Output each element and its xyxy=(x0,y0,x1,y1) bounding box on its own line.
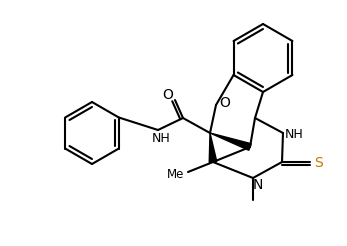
Text: O: O xyxy=(162,88,174,102)
Polygon shape xyxy=(210,133,251,150)
Text: O: O xyxy=(220,96,230,110)
Polygon shape xyxy=(209,133,217,162)
Text: S: S xyxy=(315,156,323,170)
Text: NH: NH xyxy=(285,127,303,140)
Text: NH: NH xyxy=(152,133,170,145)
Text: N: N xyxy=(253,178,263,192)
Text: Me: Me xyxy=(167,168,185,181)
